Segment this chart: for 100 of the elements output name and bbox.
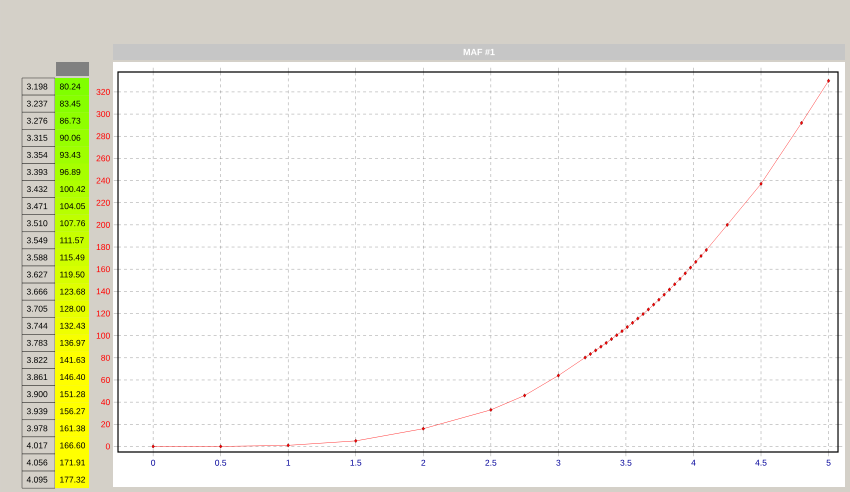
x-tick-label: 5 (826, 460, 831, 466)
point (584, 356, 587, 360)
point (662, 292, 666, 297)
text: 3.354 (26, 152, 48, 158)
y-tick-label: 120 (96, 310, 110, 316)
point (604, 340, 608, 345)
text: 171.91 (60, 460, 86, 466)
point (626, 325, 629, 330)
point (354, 438, 358, 443)
point (610, 337, 614, 342)
text: 80.24 (60, 84, 80, 90)
text: 3.783 (26, 340, 48, 346)
text: 161.38 (60, 425, 86, 432)
text: 146.40 (60, 374, 86, 380)
text: 83.45 (60, 100, 80, 107)
text: 4.056 (26, 460, 48, 466)
point (726, 222, 729, 227)
point (631, 320, 634, 325)
text: 119.50 (60, 272, 84, 278)
x-tick-label: 3.5 (620, 460, 632, 466)
point (152, 444, 155, 448)
y-tick-label: 300 (96, 111, 110, 118)
point (594, 348, 598, 352)
text: 3.276 (26, 118, 48, 124)
text: 4.095 (26, 476, 48, 483)
text: 151.28 (60, 391, 86, 398)
point (688, 266, 692, 270)
text: 104.05 (60, 203, 86, 210)
x-tick-label: 4 (691, 460, 696, 466)
x-tick-label: 1 (286, 460, 290, 466)
x-tick-label: 0.5 (215, 460, 226, 466)
y-tick-label: 260 (96, 155, 110, 162)
text: 96.89 (60, 168, 80, 175)
text: 3.744 (26, 322, 48, 329)
point (684, 271, 687, 276)
point (588, 352, 592, 356)
text: 3.588 (26, 254, 48, 260)
y-tick-label: 240 (96, 178, 110, 184)
text: 3.198 (26, 84, 48, 90)
text: 177.32 (60, 476, 85, 483)
point (620, 329, 624, 334)
point (286, 443, 290, 448)
text: 3.861 (26, 374, 48, 380)
y-tick-label: 20 (101, 421, 110, 428)
x-tick-label: 3 (556, 460, 560, 466)
y-tick-label: 40 (101, 399, 110, 406)
chart-title: MAF #1 (464, 48, 495, 56)
text: 3.822 (26, 356, 48, 363)
point (646, 307, 650, 312)
y-tick-label: 220 (96, 200, 110, 206)
text: 115.49 (60, 254, 84, 260)
x-tick-label: 4.5 (755, 460, 767, 466)
text: 100.42 (60, 186, 85, 192)
y-tick-label: 100 (96, 332, 110, 339)
text: 90.06 (60, 134, 80, 141)
text: 3.393 (26, 168, 48, 175)
text: 111.57 (60, 237, 84, 244)
text: 93.43 (60, 152, 80, 158)
text: 141.63 (60, 356, 86, 363)
text: 132.43 (60, 322, 86, 329)
point (827, 78, 830, 83)
text: 3.432 (26, 186, 48, 192)
text: 86.73 (60, 118, 80, 124)
point (678, 276, 682, 281)
text: 3.237 (26, 100, 48, 107)
text: 3.705 (26, 306, 48, 312)
text: 3.978 (26, 425, 48, 432)
text: 4.017 (26, 442, 48, 448)
text: 3.549 (26, 237, 48, 244)
point (694, 260, 698, 264)
point (523, 393, 526, 398)
text: 166.60 (60, 442, 86, 448)
point (489, 408, 492, 412)
y-tick-label: 80 (101, 354, 110, 361)
y-tick-label: 140 (96, 288, 110, 294)
point (699, 254, 703, 258)
x-tick-label: 0 (151, 460, 156, 466)
text: 3.627 (26, 272, 48, 278)
point (599, 344, 602, 349)
point (673, 282, 676, 286)
point (800, 120, 804, 125)
x-tick-label: 2.5 (485, 460, 496, 466)
point (668, 288, 671, 292)
point (556, 374, 560, 378)
y-tick-label: 160 (96, 266, 110, 272)
point (642, 312, 645, 316)
point (636, 316, 640, 320)
y-tick-label: 0 (106, 443, 110, 450)
point (422, 426, 425, 431)
text: 3.510 (26, 220, 48, 226)
y-tick-label: 320 (96, 88, 110, 95)
text: 123.68 (60, 288, 86, 295)
y-tick-label: 60 (101, 376, 110, 383)
text: 136.97 (60, 340, 85, 346)
text: 3.471 (26, 203, 48, 210)
text: 107.76 (60, 220, 86, 226)
text: 128.00 (60, 306, 86, 312)
point (759, 182, 763, 186)
point (615, 333, 618, 338)
y-tick-label: 180 (96, 244, 110, 250)
